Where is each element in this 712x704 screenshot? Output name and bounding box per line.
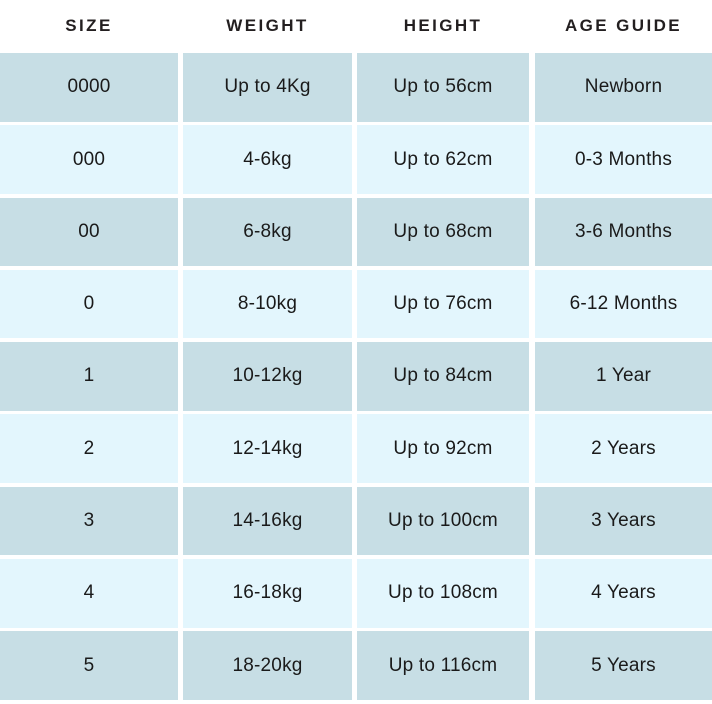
table-row: 3 14-16kg Up to 100cm 3 Years [0, 486, 712, 556]
cell-gap [352, 269, 357, 339]
cell-size: 0 [0, 269, 178, 339]
cell-gap [352, 414, 357, 483]
cell-gap [178, 53, 183, 122]
cell-size: 2 [0, 414, 178, 483]
cell-age-guide: Newborn [535, 53, 712, 122]
cell-weight: 14-16kg [183, 486, 352, 556]
table-header-row: SIZE WEIGHT HEIGHT AGE GUIDE [0, 0, 712, 53]
cell-size: 5 [0, 631, 178, 700]
cell-gap [178, 414, 183, 483]
cell-gap [529, 197, 535, 267]
cell-height: Up to 76cm [357, 269, 529, 339]
cell-gap [529, 631, 535, 700]
table-body: 0000 Up to 4Kg Up to 56cm Newborn 000 4-… [0, 53, 712, 700]
cell-age-guide: 3-6 Months [535, 197, 712, 267]
cell-height: Up to 92cm [357, 414, 529, 483]
cell-age-guide: 1 Year [535, 342, 712, 411]
cell-height: Up to 62cm [357, 125, 529, 194]
table-row: 0000 Up to 4Kg Up to 56cm Newborn [0, 53, 712, 122]
cell-weight: 4-6kg [183, 125, 352, 194]
cell-size: 4 [0, 559, 178, 628]
table-row: 00 6-8kg Up to 68cm 3-6 Months [0, 197, 712, 267]
cell-weight: 6-8kg [183, 197, 352, 267]
cell-gap [529, 342, 535, 411]
cell-gap [178, 559, 183, 628]
table-row: 2 12-14kg Up to 92cm 2 Years [0, 414, 712, 483]
cell-weight: 8-10kg [183, 269, 352, 339]
cell-gap [529, 125, 535, 194]
cell-age-guide: 3 Years [535, 486, 712, 556]
cell-gap [529, 486, 535, 556]
cell-size: 000 [0, 125, 178, 194]
cell-size: 00 [0, 197, 178, 267]
table-row: 000 4-6kg Up to 62cm 0-3 Months [0, 125, 712, 194]
cell-gap [529, 53, 535, 122]
cell-age-guide: 6-12 Months [535, 269, 712, 339]
cell-height: Up to 108cm [357, 559, 529, 628]
cell-gap [529, 269, 535, 339]
cell-weight: 10-12kg [183, 342, 352, 411]
cell-age-guide: 4 Years [535, 559, 712, 628]
cell-gap [178, 486, 183, 556]
cell-height: Up to 68cm [357, 197, 529, 267]
cell-height: Up to 100cm [357, 486, 529, 556]
cell-age-guide: 2 Years [535, 414, 712, 483]
cell-gap [178, 342, 183, 411]
cell-gap [178, 269, 183, 339]
cell-size: 1 [0, 342, 178, 411]
cell-gap [178, 631, 183, 700]
column-header-weight: WEIGHT [226, 15, 309, 35]
table-row: 1 10-12kg Up to 84cm 1 Year [0, 342, 712, 411]
cell-gap [352, 631, 357, 700]
cell-size: 3 [0, 486, 178, 556]
cell-gap [352, 53, 357, 122]
column-header-age-guide: AGE GUIDE [564, 15, 682, 35]
column-gap [352, 0, 357, 53]
cell-gap [178, 197, 183, 267]
cell-height: Up to 56cm [357, 53, 529, 122]
cell-weight: 12-14kg [183, 414, 352, 483]
cell-gap [529, 559, 535, 628]
cell-gap [352, 342, 357, 411]
cell-age-guide: 5 Years [535, 631, 712, 700]
cell-age-guide: 0-3 Months [535, 125, 712, 194]
column-gap [178, 0, 183, 53]
cell-size: 0000 [0, 53, 178, 122]
cell-gap [352, 559, 357, 628]
cell-weight: Up to 4Kg [183, 53, 352, 122]
cell-weight: 18-20kg [183, 631, 352, 700]
cell-gap [352, 197, 357, 267]
cell-weight: 16-18kg [183, 559, 352, 628]
cell-gap [178, 125, 183, 194]
column-header-size: SIZE [65, 15, 113, 35]
cell-gap [352, 486, 357, 556]
table-row: 5 18-20kg Up to 116cm 5 Years [0, 631, 712, 700]
cell-height: Up to 116cm [357, 631, 529, 700]
column-gap [529, 0, 535, 53]
cell-gap [352, 125, 357, 194]
table-row: 4 16-18kg Up to 108cm 4 Years [0, 559, 712, 628]
cell-height: Up to 84cm [357, 342, 529, 411]
cell-gap [529, 414, 535, 483]
column-header-height: HEIGHT [403, 15, 483, 35]
table-row: 0 8-10kg Up to 76cm 6-12 Months [0, 269, 712, 339]
